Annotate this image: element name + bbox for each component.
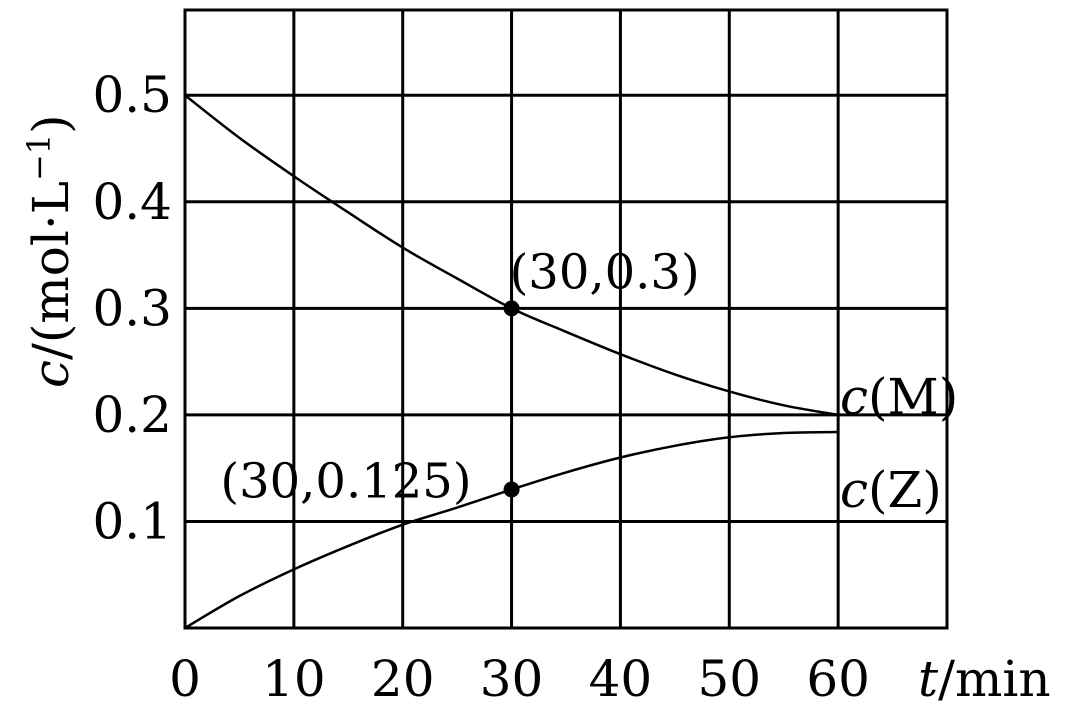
data-point [503, 300, 520, 317]
grid [185, 10, 947, 628]
x-tick-label: 50 [697, 650, 761, 707]
x-axis-var: t [918, 650, 939, 707]
y-axis-unit-close: ) [22, 114, 80, 134]
y-tick-label: 0.1 [92, 492, 172, 550]
series-label-c-z-species: (Z) [868, 461, 942, 519]
x-tick-label: 40 [589, 650, 653, 707]
data-point [503, 481, 520, 498]
y-axis-unit: /(mol·L [22, 181, 80, 360]
y-tick-label: 0.5 [92, 66, 172, 124]
point-annotation: (30,0.3) [510, 244, 700, 300]
x-tick-label: 30 [480, 650, 544, 707]
series-label-c-m: c(M) [840, 368, 958, 426]
y-axis-title: c/(mol·L−1) [20, 114, 80, 388]
point-annotation: (30,0.125) [220, 453, 471, 509]
series-label-c-z-var: c [840, 461, 868, 519]
y-tick-label: 0.3 [92, 279, 172, 337]
series-label-c-z: c(Z) [840, 461, 942, 519]
x-axis-unit: /min [938, 650, 1050, 707]
x-axis-title: t/min [918, 650, 1051, 707]
series-label-c-m-species: (M) [868, 368, 958, 426]
y-axis-var: c [22, 360, 80, 388]
x-tick-label: 20 [371, 650, 435, 707]
x-tick-label: 10 [262, 650, 326, 707]
x-tick-labels: 0 10 20 30 40 50 60 [169, 650, 870, 707]
y-tick-label: 0.4 [92, 173, 172, 231]
x-tick-label: 0 [169, 650, 201, 707]
x-tick-label: 60 [806, 650, 870, 707]
y-tick-labels: 0.1 0.2 0.3 0.4 0.5 [92, 66, 172, 550]
y-tick-label: 0.2 [92, 386, 172, 444]
annotated-points: (30,0.3) (30,0.125) [220, 244, 699, 509]
y-axis-unit-sup: −1 [20, 134, 58, 181]
series-label-c-m-var: c [840, 368, 868, 426]
plot-frame [183, 8, 949, 630]
